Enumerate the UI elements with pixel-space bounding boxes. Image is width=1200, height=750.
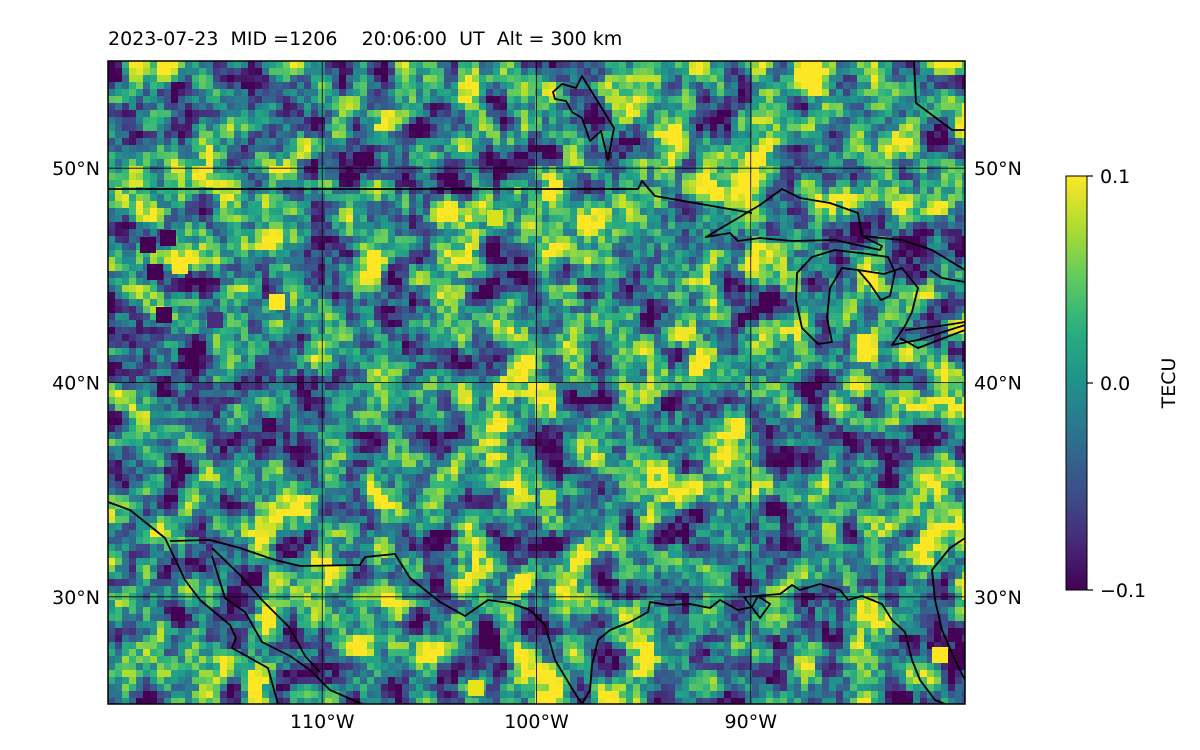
- sonora-coast: [211, 547, 321, 673]
- title-time: 20:06:00: [361, 28, 447, 50]
- map-frame: [107, 60, 966, 705]
- colorbar-tick-label: −0.1: [1100, 580, 1146, 602]
- gulf-of-california: [211, 555, 363, 704]
- lat-tick-label-left: 40°N: [52, 373, 100, 395]
- lat-tick-label-left: 50°N: [52, 158, 100, 180]
- lake-huron-shore: [857, 267, 965, 346]
- lat-tick-label-right: 50°N: [974, 158, 1022, 180]
- tec-heatmap: [108, 61, 965, 704]
- pacific-coast: [108, 501, 279, 704]
- lake-michigan-shore: [795, 249, 896, 345]
- title-alt: Alt = 300 km: [496, 28, 623, 50]
- axis-tick-labels: 30°N 30°N 40°N 40°N 50°N 50°N 110°W 100°W 90°W: [52, 158, 1022, 733]
- map-title: 2023-07-23 MID =1206 20:06:00 UT Alt = 3…: [108, 28, 622, 50]
- gulf-coast: [581, 583, 946, 704]
- title-ut: UT: [459, 28, 485, 50]
- coastlines-borders: [108, 61, 965, 704]
- atlantic-coast-north: [861, 235, 965, 271]
- colorbar-tick-label: 0.0: [1100, 373, 1130, 395]
- title-mid: MID =1206: [230, 28, 338, 50]
- lon-tick-label: 100°W: [504, 711, 569, 733]
- colorbar-gradient: [1065, 175, 1088, 591]
- labrador-shore: [913, 61, 965, 131]
- hudson-bay-shore: [552, 75, 615, 161]
- us-mexico-border: [169, 539, 583, 704]
- lake-superior-shore: [705, 188, 883, 251]
- lon-tick-label: 90°W: [725, 711, 778, 733]
- lat-tick-label-right: 40°N: [974, 373, 1022, 395]
- lon-tick-label: 110°W: [290, 711, 355, 733]
- colorbar-ticks: 0.1 0.0 −0.1: [1087, 166, 1146, 602]
- lat-tick-label-left: 30°N: [52, 587, 100, 609]
- title-date: 2023-07-23: [108, 28, 219, 50]
- colorbar-tick-label: 0.1: [1100, 166, 1130, 188]
- lat-tick-label-right: 30°N: [974, 587, 1022, 609]
- colorbar: 0.1 0.0 −0.1 TECU: [1065, 166, 1180, 602]
- lake-erie-shore: [899, 321, 965, 349]
- gridlines: [108, 61, 965, 704]
- us-canada-border: [108, 180, 753, 214]
- colorbar-label: TECU: [1158, 358, 1180, 410]
- maine-coast: [929, 269, 965, 283]
- atlantic-coast-south: [931, 537, 965, 681]
